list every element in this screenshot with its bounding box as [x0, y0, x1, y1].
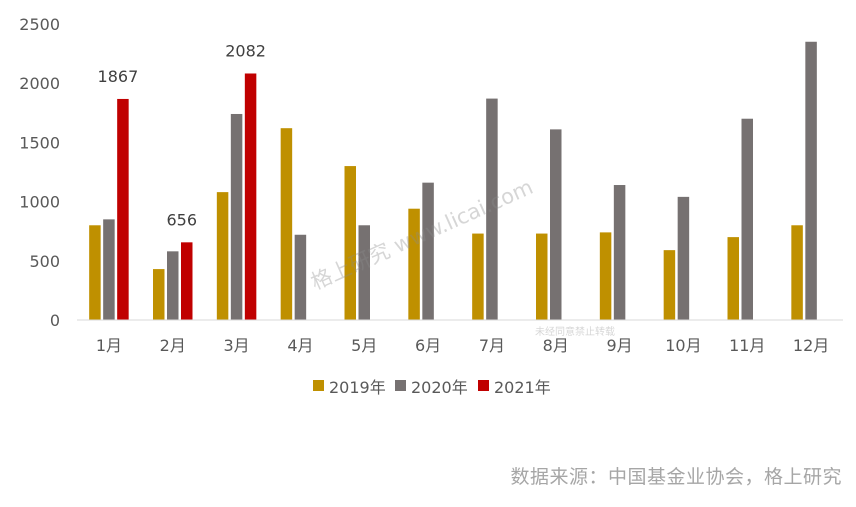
legend: 2019年 2020年 2021年 [313, 378, 551, 397]
y-tick-label: 2000 [19, 74, 60, 93]
bar-2019年-12月 [791, 225, 803, 320]
bar-2021年-2月 [181, 242, 193, 320]
bar-2019年-8月 [536, 233, 548, 320]
legend-swatch-2021年 [478, 380, 489, 391]
x-tick-label: 8月 [543, 336, 569, 355]
x-tick-label: 1月 [96, 336, 122, 355]
bar-2019年-7月 [472, 233, 484, 320]
y-axis: 0 500 1000 1500 2000 2500 [19, 15, 60, 330]
data-label: 2082 [225, 41, 266, 60]
x-tick-label: 2月 [160, 336, 186, 355]
bar-2019年-2月 [153, 269, 165, 320]
watermark-subtext: 未经同意禁止转载 [535, 325, 615, 338]
bar-2020年-5月 [358, 225, 370, 320]
bar-2019年-11月 [727, 237, 739, 320]
bar-2019年-10月 [663, 250, 676, 320]
bar-2020年-9月 [613, 185, 626, 320]
bars [89, 41, 817, 320]
watermark-text: 格上研究 www.licai.com [307, 175, 536, 295]
y-tick-label: 1000 [19, 193, 60, 212]
bar-2019年-4月 [280, 128, 293, 320]
bar-2020年-4月 [294, 234, 307, 320]
bar-2019年-6月 [408, 208, 420, 320]
bar-2020年-10月 [677, 196, 690, 320]
x-tick-label: 9月 [606, 336, 632, 355]
source-note: 数据来源：中国基金业协会，格上研究 [510, 466, 842, 488]
bar-2020年-2月 [167, 251, 179, 320]
bar-2020年-1月 [103, 219, 115, 320]
x-axis: 1月 2月 3月 4月 5月 6月 7月 8月 9月 10月 11月 12月 [96, 336, 829, 355]
x-tick-label: 4月 [287, 336, 313, 355]
data-label: 656 [166, 210, 197, 229]
bar-2019年-5月 [344, 166, 356, 320]
legend-swatch-2020年 [395, 380, 406, 391]
bar-2020年-12月 [805, 41, 817, 320]
y-tick-label: 1500 [19, 133, 60, 152]
x-tick-label: 6月 [415, 336, 441, 355]
bar-2019年-3月 [216, 192, 229, 320]
bar-2020年-6月 [422, 182, 434, 320]
bar-2019年-1月 [89, 225, 101, 320]
x-tick-label: 3月 [223, 336, 249, 355]
bar-2020年-11月 [741, 118, 753, 320]
bar-2019年-9月 [599, 232, 612, 320]
legend-label: 2021年 [494, 378, 551, 397]
x-tick-label: 5月 [351, 336, 377, 355]
legend-swatch-2019年 [313, 380, 324, 391]
data-labels: 1867 656 2082 [98, 41, 266, 229]
bar-2020年-3月 [230, 113, 243, 320]
x-tick-label: 10月 [665, 336, 701, 355]
bar-2020年-7月 [486, 98, 498, 320]
bar-2021年-1月 [117, 98, 129, 320]
x-tick-label: 11月 [729, 336, 765, 355]
bar-2021年-3月 [244, 73, 257, 320]
legend-label: 2020年 [411, 378, 468, 397]
y-tick-label: 2500 [19, 15, 60, 34]
y-tick-label: 0 [50, 311, 60, 330]
x-tick-label: 7月 [479, 336, 505, 355]
bar-2020年-8月 [550, 129, 562, 320]
y-tick-label: 500 [29, 252, 60, 271]
legend-label: 2019年 [329, 378, 386, 397]
x-tick-label: 12月 [793, 336, 829, 355]
data-label: 1867 [98, 67, 139, 86]
bar-chart: 0 500 1000 1500 2000 2500 1867 656 2082 1月 2月 3月 4… [19, 15, 843, 397]
